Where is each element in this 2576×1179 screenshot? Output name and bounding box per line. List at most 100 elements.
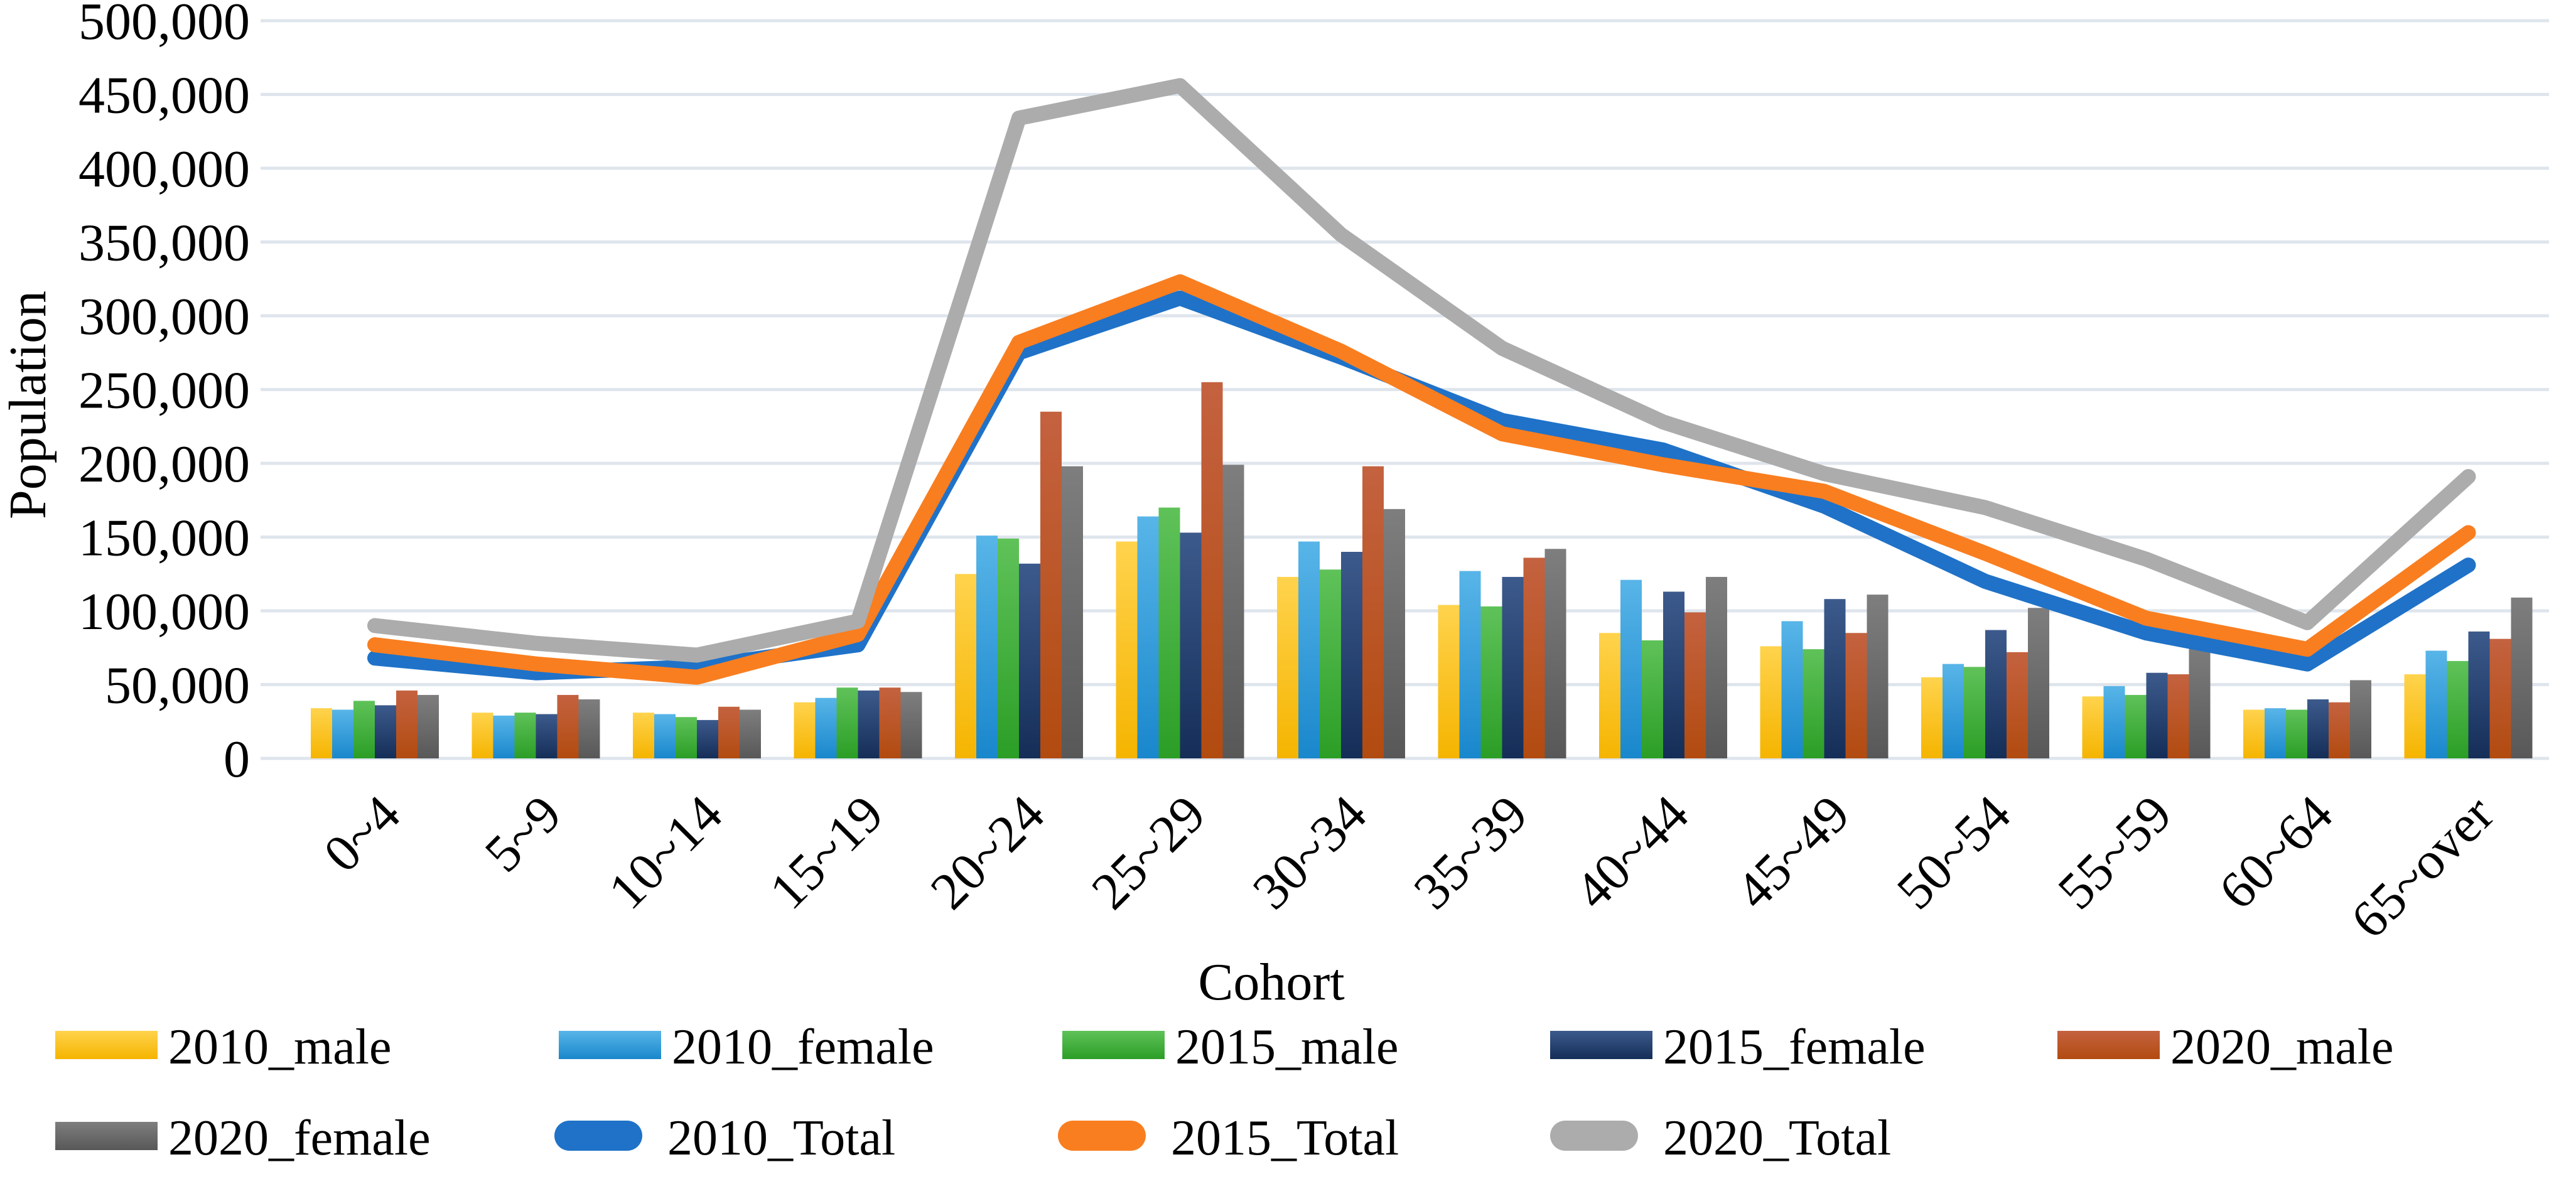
bar-2020_male-5~9	[557, 694, 579, 758]
bar-2020_male-55~59	[2167, 674, 2189, 758]
legend-item-2015_female: 2015_female	[1550, 1020, 1926, 1075]
legend-swatch-2020_male	[2057, 1031, 2160, 1059]
bar-2020_female-40~44	[1706, 576, 1727, 758]
bar-2015_male-35~39	[1480, 606, 1502, 758]
bar-2020_female-50~54	[2028, 608, 2049, 758]
bar-2015_male-50~54	[1964, 667, 1985, 758]
legend-line-swatch-2015_Total	[1058, 1121, 1146, 1151]
bar-2015_female-20~24	[1019, 563, 1040, 758]
y-axis-tick-label: 200,000	[78, 435, 250, 493]
bar-2010_female-60~64	[2265, 708, 2286, 758]
bar-2015_female-0~4	[375, 705, 396, 758]
bar-2010_female-0~4	[332, 709, 353, 758]
bar-2015_female-55~59	[2146, 672, 2168, 758]
bar-2015_male-40~44	[1642, 640, 1663, 758]
bar-2015_female-35~39	[1502, 576, 1524, 758]
legend-swatch-2015_female	[1550, 1031, 1652, 1059]
legend-swatch-2020_female	[55, 1122, 158, 1150]
bar-2010_male-45~49	[1760, 646, 1782, 758]
legend-label-2015_male: 2015_male	[1175, 1020, 1398, 1075]
bar-2015_female-65~over	[2468, 631, 2490, 758]
legend-line-swatch-2020_Total	[1550, 1121, 1638, 1151]
bar-2020_male-40~44	[1684, 612, 1706, 758]
bar-2020_female-55~59	[2189, 643, 2211, 758]
bar-2010_male-35~39	[1438, 605, 1460, 758]
legend-label-2015_Total: 2015_Total	[1171, 1111, 1399, 1166]
bar-2015_female-30~34	[1341, 552, 1362, 758]
legend-item-2010_female: 2010_female	[559, 1020, 934, 1075]
bar-2020_male-60~64	[2329, 702, 2350, 758]
y-axis-tick-label: 100,000	[78, 583, 250, 641]
legend-label-2015_female: 2015_female	[1663, 1020, 1926, 1075]
legend-swatch-2015_male	[1062, 1031, 1165, 1059]
legend-label-2010_Total: 2010_Total	[667, 1111, 895, 1166]
bar-2010_male-30~34	[1277, 576, 1298, 758]
bar-2015_male-5~9	[514, 713, 536, 758]
bar-2010_female-55~59	[2103, 686, 2125, 758]
bar-2015_female-15~19	[858, 690, 880, 758]
bar-2020_male-30~34	[1362, 466, 1384, 758]
y-axis-tick-label: 450,000	[78, 67, 250, 125]
bar-2015_male-45~49	[1803, 649, 1824, 758]
bar-2010_female-10~14	[654, 714, 676, 758]
bar-2010_female-50~54	[1943, 664, 1964, 758]
bar-2020_female-25~29	[1222, 465, 1244, 758]
bar-2015_male-10~14	[676, 717, 697, 758]
bar-2015_female-45~49	[1824, 599, 1846, 758]
bar-2010_female-30~34	[1298, 541, 1320, 758]
bar-2010_female-5~9	[493, 715, 515, 758]
bar-2020_male-45~49	[1845, 633, 1867, 758]
bar-2015_male-30~34	[1320, 569, 1341, 758]
legend-item-2020_female: 2020_female	[55, 1111, 431, 1166]
bar-2010_female-20~24	[976, 536, 998, 758]
bar-2015_male-15~19	[836, 687, 858, 758]
bar-2015_female-40~44	[1663, 591, 1684, 758]
bar-2015_male-60~64	[2286, 709, 2307, 758]
bar-2020_male-20~24	[1040, 411, 1062, 758]
bar-2015_female-60~64	[2307, 699, 2329, 758]
legend-swatch-2010_male	[55, 1031, 158, 1059]
bar-2020_male-0~4	[396, 690, 418, 758]
bar-2020_female-30~34	[1384, 509, 1405, 758]
legend-label-2020_male: 2020_male	[2170, 1020, 2393, 1075]
bar-2010_male-15~19	[794, 702, 816, 758]
legend-item-2010_male: 2010_male	[55, 1020, 391, 1075]
bar-2015_male-20~24	[998, 538, 1019, 758]
y-axis-title: Population	[0, 291, 57, 519]
bar-2015_male-65~over	[2447, 660, 2469, 758]
bar-2020_female-5~9	[578, 699, 600, 758]
bar-2015_male-0~4	[353, 701, 375, 758]
legend-label-2010_male: 2010_male	[168, 1020, 391, 1075]
bar-2020_female-60~64	[2350, 680, 2371, 758]
legend-item-2020_male: 2020_male	[2057, 1020, 2393, 1075]
bar-2015_female-10~14	[697, 719, 718, 758]
bar-2010_female-15~19	[815, 697, 837, 758]
bar-2020_male-10~14	[718, 706, 740, 758]
bar-2010_female-40~44	[1620, 579, 1642, 758]
bar-2010_male-20~24	[955, 574, 976, 758]
bar-2010_male-25~29	[1116, 541, 1138, 758]
bar-2010_female-65~over	[2425, 650, 2447, 758]
legend-label-2020_female: 2020_female	[168, 1111, 431, 1166]
bar-2015_male-25~29	[1158, 507, 1180, 758]
line-2020_Total	[367, 78, 2476, 663]
bar-2010_female-25~29	[1137, 516, 1159, 758]
bar-2010_male-0~4	[311, 708, 332, 758]
legend-label-2010_female: 2010_female	[672, 1020, 934, 1075]
bar-2015_female-50~54	[1985, 630, 2007, 758]
bar-2020_male-25~29	[1201, 382, 1223, 758]
bar-2020_male-35~39	[1523, 557, 1545, 758]
legend-item-2010_Total: 2010_Total	[554, 1111, 895, 1166]
bar-2020_male-65~over	[2489, 638, 2511, 758]
bar-2010_male-60~64	[2243, 709, 2265, 758]
bar-2010_male-5~9	[472, 713, 493, 758]
legend-label-2020_Total: 2020_Total	[1663, 1111, 1891, 1166]
y-axis-tick-label: 500,000	[78, 0, 250, 51]
bar-2015_female-5~9	[536, 714, 558, 758]
bar-2010_male-50~54	[1921, 677, 1943, 758]
y-axis-tick-label: 250,000	[78, 362, 250, 420]
y-axis-tick-label: 400,000	[78, 140, 250, 198]
legend-item-2015_male: 2015_male	[1062, 1020, 1398, 1075]
